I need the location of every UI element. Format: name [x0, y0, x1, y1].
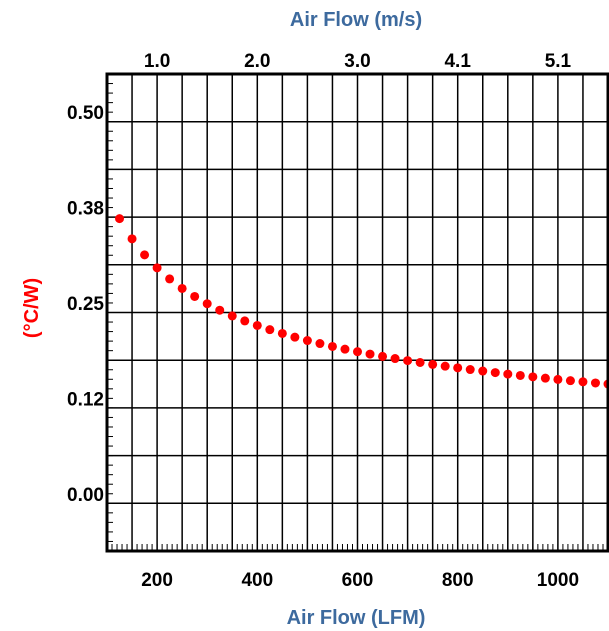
data-point [565, 376, 575, 386]
top-tick-label: 3.0 [344, 51, 370, 72]
data-point [340, 344, 350, 354]
y-tick-label: 0.12 [67, 389, 104, 410]
data-point [378, 351, 388, 361]
data-point [503, 369, 513, 379]
data-point [365, 349, 375, 359]
data-point [578, 377, 588, 387]
data-point [528, 372, 538, 382]
y-tick-labels: 0.00 0.12 0.25 0.38 0.50 [67, 103, 104, 506]
data-point [177, 283, 187, 293]
data-point [553, 374, 563, 384]
y-tick-label: 0.38 [67, 199, 104, 220]
data-point [190, 291, 200, 301]
data-point [428, 359, 438, 369]
grid-lines [107, 74, 608, 551]
top-tick-labels: 1.0 2.0 3.0 4.1 5.1 [144, 51, 572, 72]
x-tick-label: 200 [141, 570, 173, 591]
data-point [127, 234, 137, 244]
data-point [302, 336, 312, 346]
data-point [277, 328, 287, 338]
data-point [415, 357, 425, 367]
data-point [165, 274, 175, 284]
data-point [140, 250, 150, 260]
data-point [315, 339, 325, 349]
data-point [478, 366, 488, 376]
data-points [115, 214, 609, 389]
data-point [227, 311, 237, 321]
data-point [252, 320, 262, 330]
y-tick-label: 0.50 [67, 103, 104, 124]
top-tick-label: 1.0 [144, 51, 170, 72]
data-point [115, 214, 125, 224]
x-tick-label: 400 [241, 570, 273, 591]
data-point [403, 356, 413, 366]
y-axis-title: (°C/W) [21, 278, 43, 338]
y-tick-label: 0.25 [67, 294, 104, 315]
bottom-axis-title: Air Flow (LFM) [287, 607, 426, 629]
top-tick-label: 5.1 [545, 51, 572, 72]
data-point [215, 305, 225, 315]
data-point [540, 373, 550, 383]
data-point [240, 316, 250, 326]
data-point [290, 332, 300, 342]
data-point [453, 363, 463, 373]
x-tick-label: 800 [442, 570, 474, 591]
top-axis-title: Air Flow (m/s) [290, 9, 422, 31]
data-point [353, 347, 362, 357]
data-point [152, 263, 162, 273]
data-point [202, 299, 212, 309]
data-point [465, 365, 475, 375]
y-tick-label: 0.00 [67, 485, 104, 506]
data-point [490, 368, 500, 378]
plot-frame [105, 72, 609, 553]
x-tick-labels: 200 400 600 800 1000 [141, 570, 579, 591]
data-point [265, 325, 275, 335]
x-tick-label: 600 [342, 570, 374, 591]
data-point [515, 370, 525, 380]
data-point [390, 354, 400, 364]
data-point [440, 361, 450, 371]
top-tick-label: 2.0 [244, 51, 270, 72]
data-point [590, 378, 600, 388]
x-tick-label: 1000 [537, 570, 579, 591]
data-point [327, 341, 337, 351]
top-tick-label: 4.1 [444, 51, 471, 72]
